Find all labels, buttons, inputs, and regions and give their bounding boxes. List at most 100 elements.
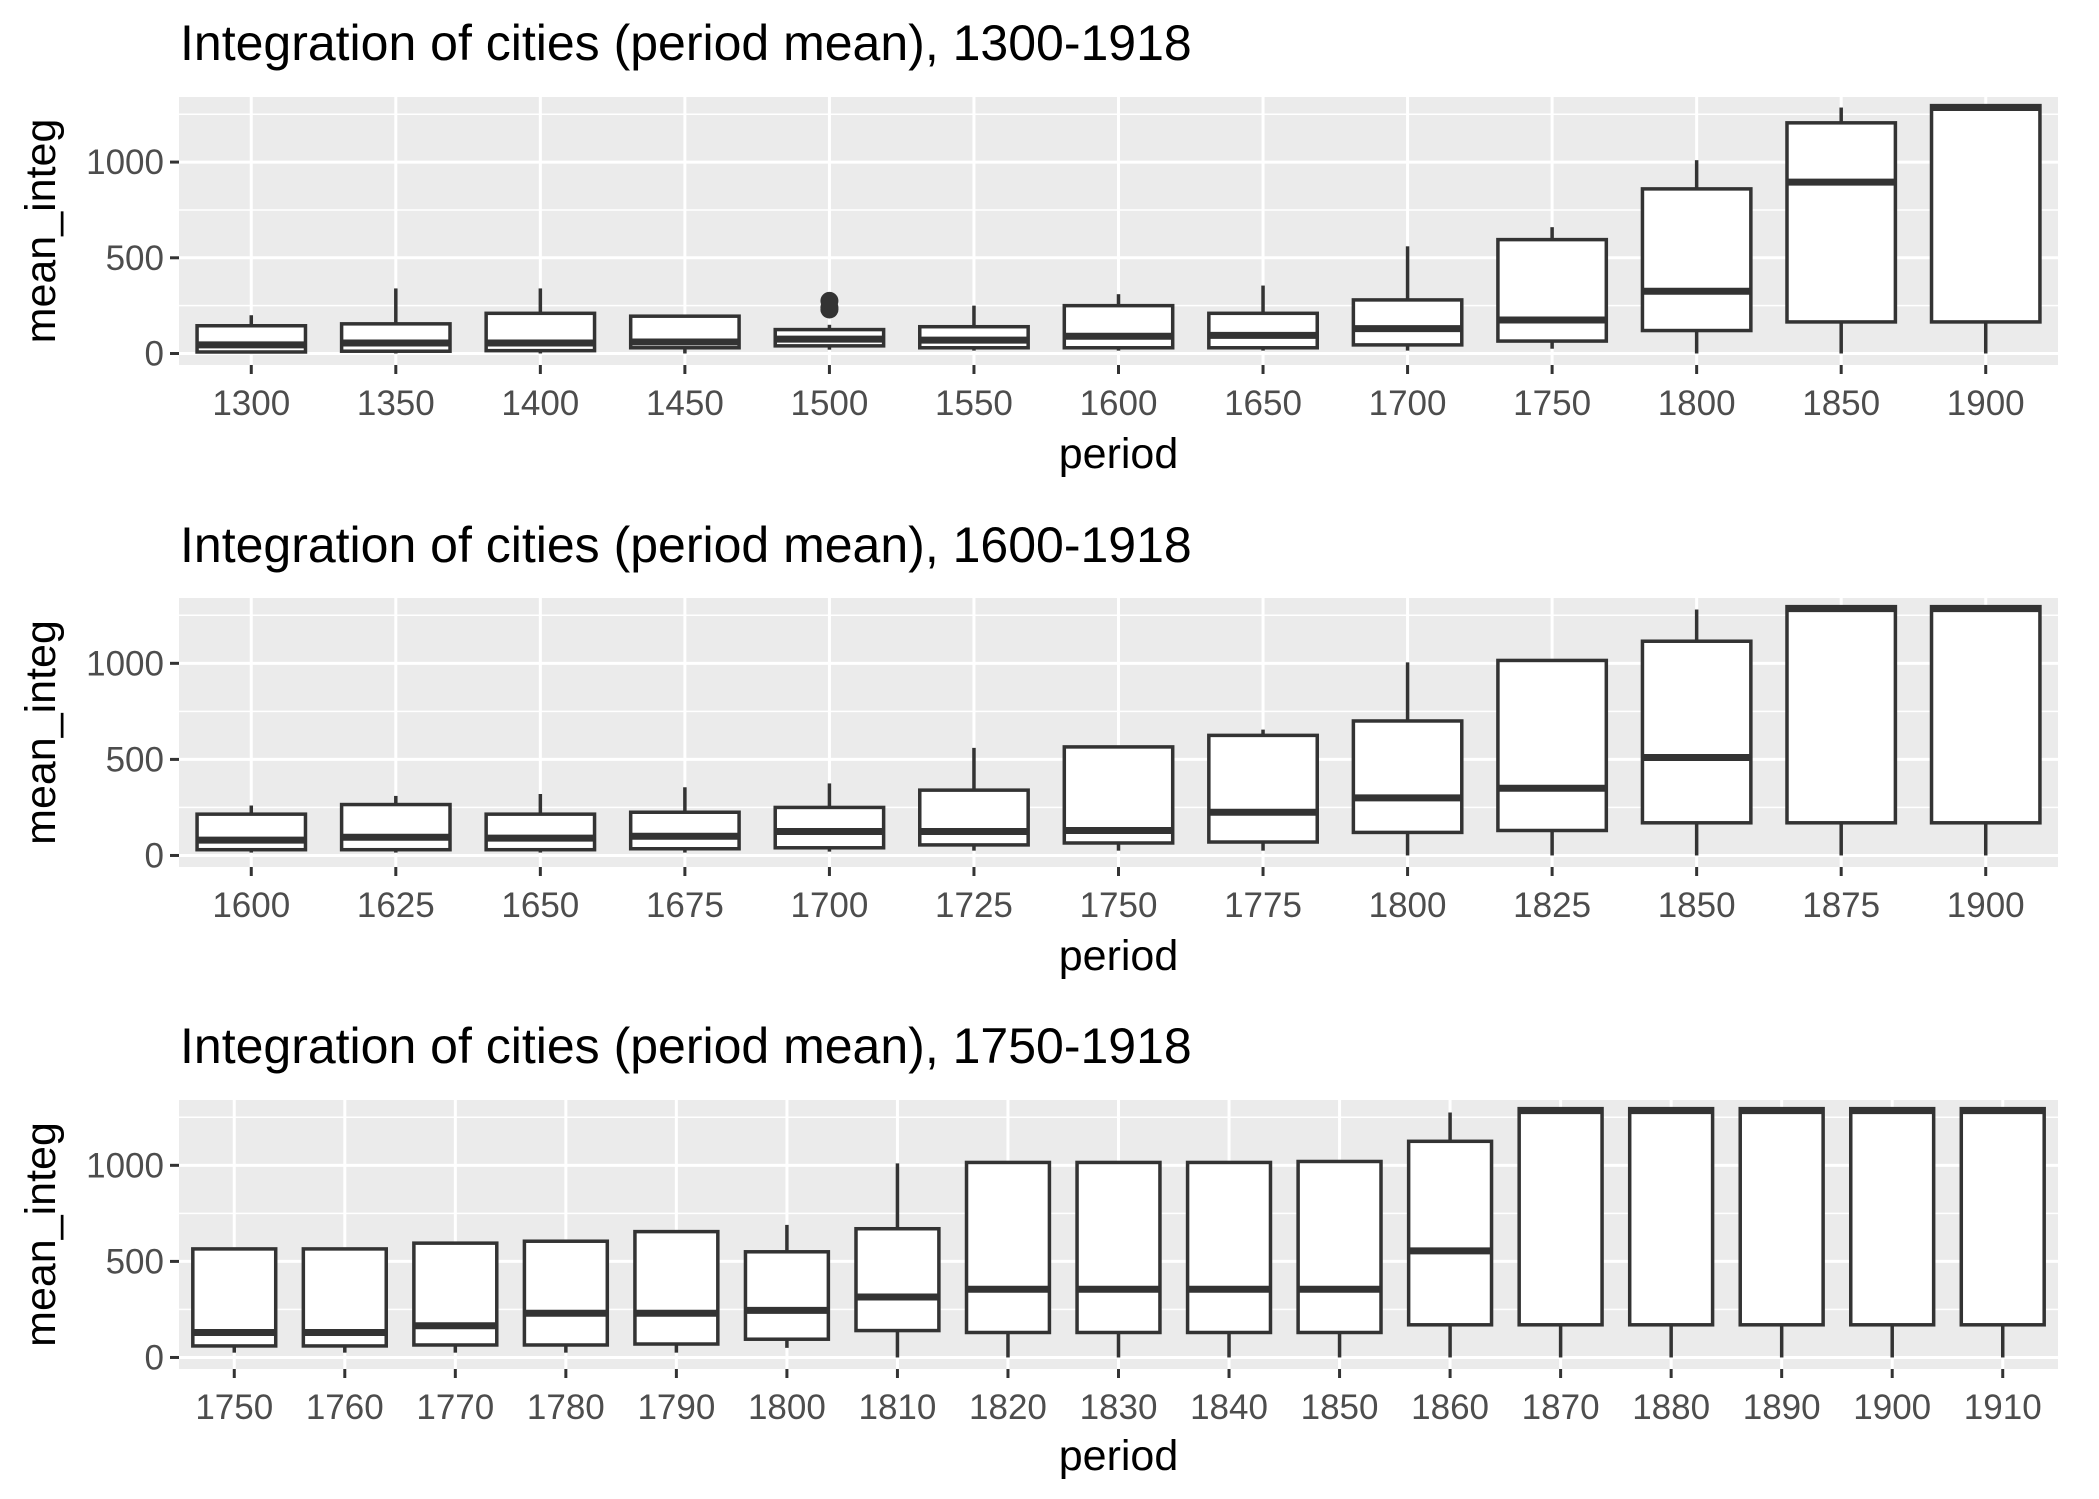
panel-2: Integration of cities (period mean), 160… — [17, 517, 2058, 980]
x-tick-label: 1650 — [501, 886, 579, 925]
box-1700 — [773, 783, 886, 852]
x-tick-label: 1650 — [1224, 384, 1302, 423]
box-iqr — [1959, 1106, 2046, 1327]
box-1850 — [1296, 1159, 1383, 1358]
x-tick-label: 1300 — [212, 384, 290, 423]
x-tick-label: 1860 — [1411, 1388, 1489, 1427]
box-iqr — [633, 1229, 720, 1346]
box-iqr — [1351, 719, 1464, 835]
box-1750 — [1496, 227, 1609, 349]
y-tick-label: 0 — [145, 1338, 164, 1377]
box-1725 — [918, 747, 1030, 851]
box-1790 — [633, 1229, 720, 1353]
y-tick-label: 0 — [145, 335, 164, 374]
chart-title: Integration of cities (period mean), 130… — [180, 15, 1192, 71]
x-tick-label: 1800 — [1369, 886, 1447, 925]
box-1500 — [773, 291, 886, 350]
box-iqr — [918, 788, 1030, 847]
box-1890 — [1738, 1106, 1825, 1358]
x-tick-label: 1600 — [1080, 384, 1158, 423]
box-iqr — [339, 802, 452, 852]
box-1800 — [1640, 160, 1753, 354]
box-1880 — [1627, 1106, 1715, 1358]
x-tick-label: 1350 — [357, 384, 435, 423]
x-tick-label: 1700 — [790, 886, 868, 925]
box-1910 — [1959, 1106, 2046, 1358]
box-1840 — [1185, 1160, 1273, 1358]
box-1650 — [1207, 285, 1319, 351]
chart-title: Integration of cities (period mean), 175… — [180, 1018, 1192, 1074]
x-tick-label: 1790 — [637, 1388, 715, 1427]
x-tick-label: 1850 — [1802, 384, 1880, 423]
panel-1: Integration of cities (period mean), 130… — [17, 15, 2058, 478]
box-iqr — [1517, 1106, 1604, 1327]
box-1900 — [1929, 103, 2042, 354]
box-iqr — [1075, 1160, 1162, 1335]
box-1750 — [191, 1247, 278, 1353]
box-iqr — [1496, 658, 1609, 833]
x-tick-label: 1875 — [1802, 886, 1880, 925]
box-1400 — [484, 288, 597, 354]
box-1850 — [1785, 107, 1898, 354]
box-iqr — [1627, 1106, 1715, 1327]
x-tick-label: 1770 — [416, 1388, 494, 1427]
x-tick-label: 1400 — [501, 384, 579, 423]
x-tick-label: 1725 — [935, 886, 1013, 925]
box-iqr — [1062, 303, 1175, 350]
x-tick-label: 1830 — [1080, 1388, 1158, 1427]
box-iqr — [854, 1226, 941, 1333]
box-iqr — [1785, 121, 1898, 324]
x-tick-label: 1825 — [1513, 886, 1591, 925]
box-1350 — [339, 288, 452, 354]
y-tick-label: 500 — [106, 740, 164, 779]
box-iqr — [1640, 639, 1753, 825]
y-axis-title: mean_integ — [17, 1122, 65, 1347]
x-tick-label: 1600 — [212, 886, 290, 925]
box-iqr — [1351, 298, 1464, 347]
box-iqr — [484, 812, 597, 852]
box-iqr — [1640, 187, 1753, 333]
x-tick-label: 1550 — [935, 384, 1013, 423]
box-iqr — [1738, 1106, 1825, 1327]
y-tick-label: 500 — [106, 1242, 164, 1281]
x-tick-label: 1850 — [1658, 886, 1736, 925]
box-1675 — [628, 787, 741, 853]
box-1770 — [412, 1241, 499, 1353]
box-1700 — [1351, 246, 1464, 351]
box-1825 — [1496, 658, 1609, 856]
chart-title: Integration of cities (period mean), 160… — [180, 517, 1192, 573]
box-1860 — [1406, 1112, 1494, 1358]
box-iqr — [522, 1239, 610, 1347]
x-tick-label: 1760 — [306, 1388, 384, 1427]
panel-3: Integration of cities (period mean), 175… — [17, 1018, 2058, 1480]
x-tick-label: 1775 — [1224, 886, 1302, 925]
outlier-point — [820, 291, 839, 310]
x-tick-label: 1900 — [1853, 1388, 1931, 1427]
x-axis-title: period — [1059, 1432, 1179, 1480]
x-tick-label: 1675 — [646, 886, 724, 925]
x-axis-title: period — [1059, 430, 1179, 478]
x-tick-label: 1850 — [1301, 1388, 1379, 1427]
y-tick-label: 500 — [106, 239, 164, 278]
y-tick-label: 1000 — [86, 1146, 164, 1185]
x-tick-label: 1880 — [1632, 1388, 1710, 1427]
box-1650 — [484, 793, 597, 853]
x-tick-label: 1900 — [1947, 384, 2025, 423]
x-tick-label: 1800 — [748, 1388, 826, 1427]
box-1760 — [301, 1247, 388, 1353]
box-1900 — [1849, 1106, 1936, 1358]
box-iqr — [1406, 1139, 1494, 1327]
box-1780 — [522, 1239, 610, 1353]
x-tick-label: 1450 — [646, 384, 724, 423]
box-iqr — [412, 1241, 499, 1347]
box-1900 — [1929, 604, 2042, 856]
x-tick-label: 1750 — [1513, 384, 1591, 423]
x-tick-label: 1840 — [1190, 1388, 1268, 1427]
y-tick-label: 1000 — [86, 644, 164, 683]
box-1625 — [339, 795, 452, 853]
x-tick-label: 1870 — [1522, 1388, 1600, 1427]
box-iqr — [1929, 604, 2042, 825]
box-1750 — [1062, 745, 1175, 851]
x-tick-label: 1800 — [1658, 384, 1736, 423]
